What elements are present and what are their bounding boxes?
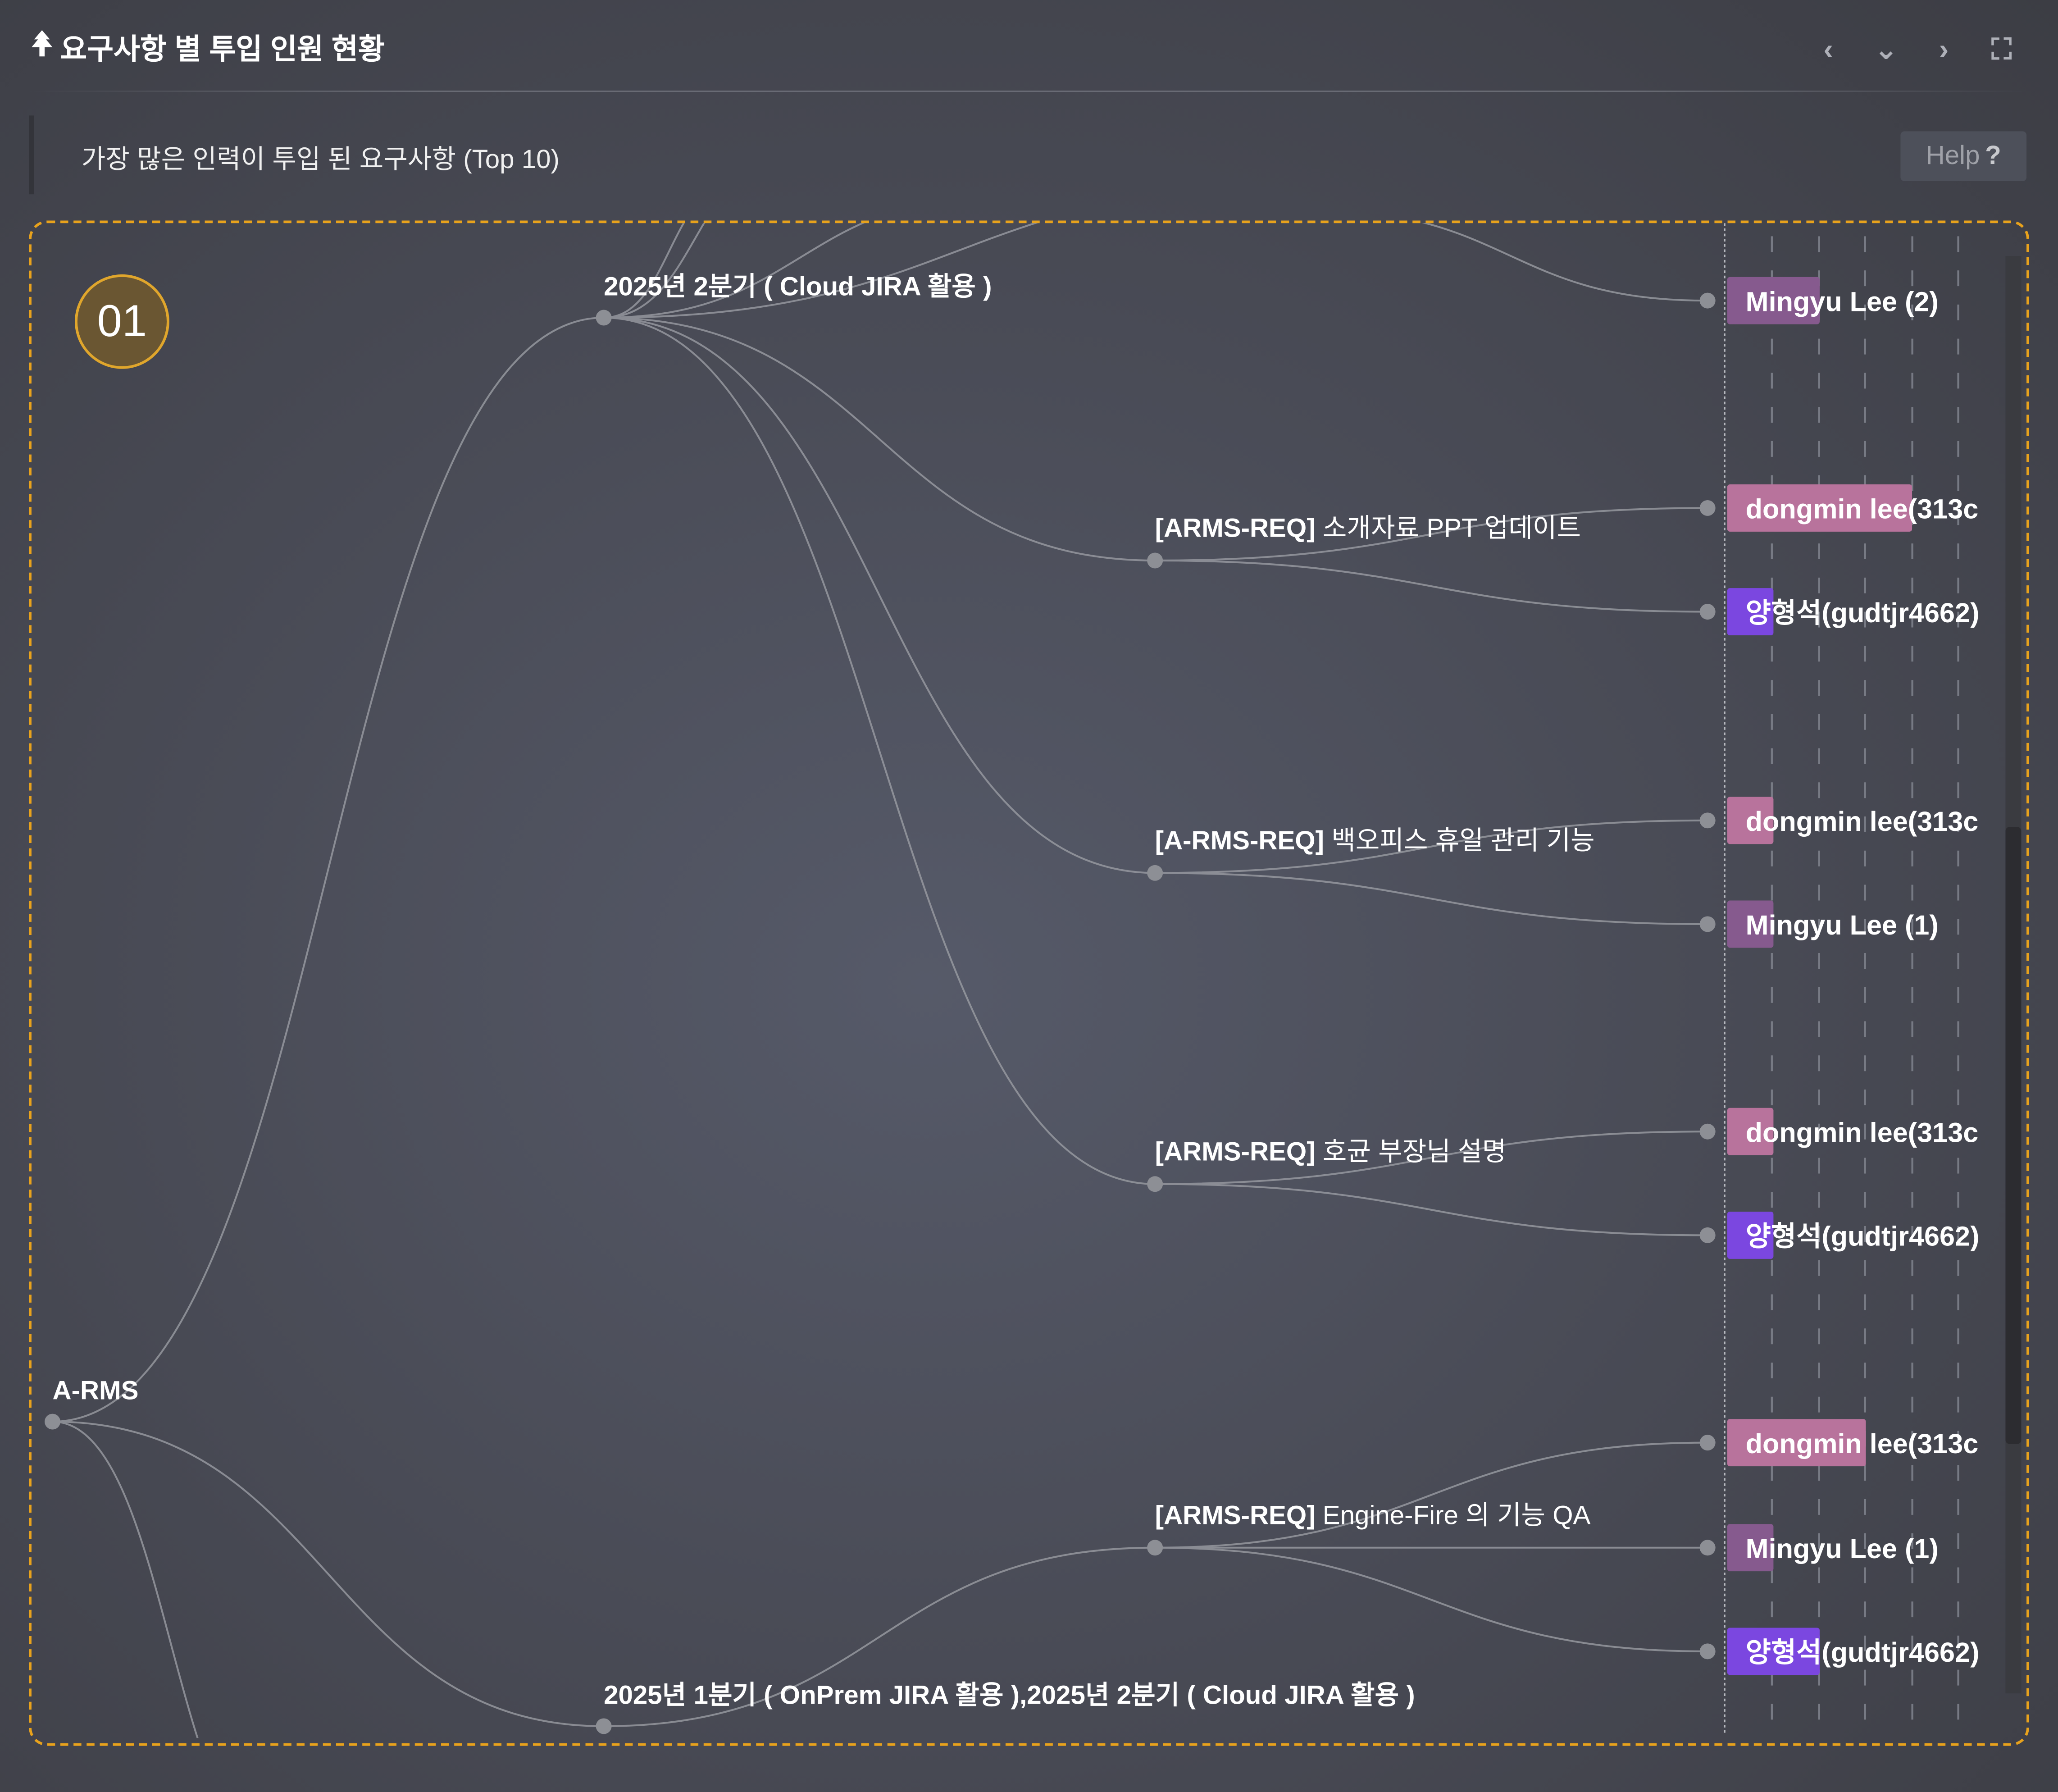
scrollbar[interactable]: [2005, 256, 2022, 1694]
tree-link: [1155, 1546, 1707, 1652]
label-part: [ARMS-REQ]: [1155, 514, 1323, 543]
leaf-label[interactable]: 양형석(gudtjr4662): [1746, 1637, 1980, 1668]
tree-link: [604, 1546, 1155, 1727]
tree-link: [52, 1421, 604, 1727]
leaf-bar: [1727, 1108, 1774, 1155]
tree-link: [52, 1421, 289, 1738]
label-part: 2025년 1분기 ( OnPrem JIRA 활용 ),2025년 2분기 (…: [604, 1680, 1415, 1710]
leaf-node[interactable]: [1699, 1435, 1716, 1451]
tree-link: [1155, 819, 1707, 874]
tree-layer: Mingyu Lee (2) dongmin lee(313c 양형석(gudtjr…: [45, 223, 1980, 1738]
leaf-node[interactable]: [1699, 500, 1716, 516]
subheader: 가장 많은 인력이 투입 된 요구사항 (Top 10) Help ?: [29, 115, 2027, 195]
group-label: 2025년 1분기 ( OnPrem JIRA 활용 ),2025년 2분기 (…: [604, 1680, 1415, 1710]
leaf-label[interactable]: dongmin lee(313c: [1746, 1117, 1979, 1148]
tree-link: [604, 316, 1155, 874]
tree-frame: [29, 220, 2029, 1746]
leaf-bar: [1727, 1524, 1774, 1572]
group-node[interactable]: [596, 310, 612, 326]
leaf-label[interactable]: dongmin lee(313c: [1746, 806, 1979, 837]
divider: [29, 91, 2029, 92]
leaf-node[interactable]: [1699, 916, 1716, 932]
leaf-bar: [1727, 1419, 1866, 1467]
label-part: Engine-Fire 의 기능 QA: [1323, 1500, 1591, 1530]
label-part: 호균 부장님 설명: [1323, 1137, 1506, 1166]
help-label: Help: [1926, 141, 1980, 170]
tree-link: [1155, 872, 1707, 925]
leaf-bar: [1727, 1628, 1820, 1675]
tree-link: [604, 223, 998, 319]
requirement-node[interactable]: [1147, 552, 1163, 569]
tree-link: [52, 316, 604, 1423]
subheader-text: 가장 많은 인력이 투입 된 요구사항 (Top 10): [81, 146, 560, 175]
requirement-label: [ARMS-REQ] Engine-Fire 의 기능 QA: [1155, 1500, 1591, 1530]
label-part: [ARMS-REQ]: [1155, 1500, 1323, 1530]
requirement-label: [ARMS-REQ] 호균 부장님 설명: [1155, 1137, 1507, 1166]
panel-controls: ‹ ⌄ › ⛶: [1811, 32, 2018, 68]
prev-button[interactable]: ‹: [1823, 32, 1833, 66]
leaf-node[interactable]: [1699, 1123, 1716, 1140]
leaf-label[interactable]: 양형석(gudtjr4662): [1746, 1221, 1980, 1252]
leaf-node[interactable]: [1699, 1643, 1716, 1660]
group-label: 2025년 2분기 ( Cloud JIRA 활용 ): [604, 272, 992, 301]
label-part: A-RMS: [53, 1376, 139, 1405]
requirement-node[interactable]: [1147, 1176, 1163, 1192]
collapse-button[interactable]: ⌄: [1874, 32, 1899, 66]
leaf-label[interactable]: Mingyu Lee (1): [1746, 1533, 1939, 1564]
links: [52, 223, 1707, 1738]
requirement-node[interactable]: [1147, 1540, 1163, 1556]
tree-link: [604, 223, 735, 319]
rank-badge: 01: [75, 274, 169, 369]
label-part: [ARMS-REQ]: [1155, 1137, 1323, 1166]
leaf-bar: [1727, 1211, 1774, 1259]
leaf-node[interactable]: [1699, 604, 1716, 620]
leaf-labels: Mingyu Lee (2) dongmin lee(313c 양형석(gudtjr…: [1727, 277, 1980, 1675]
panel-title: 요구사항 별 투입 인원 현황: [29, 26, 385, 68]
leaf-bar: [1727, 797, 1774, 844]
question-icon: ?: [1985, 141, 2001, 170]
leaf-label[interactable]: Mingyu Lee (2): [1746, 286, 1939, 317]
tree-link: [604, 223, 1313, 319]
scrollbar-thumb[interactable]: [2005, 827, 2022, 1444]
leaf-label[interactable]: Mingyu Lee (1): [1746, 910, 1939, 940]
fullscreen-button[interactable]: ⛶: [1991, 32, 2012, 66]
leaf-bar: [1727, 588, 1774, 636]
leaf-node[interactable]: [1699, 812, 1716, 829]
help-button[interactable]: Help ?: [1900, 131, 2027, 182]
label-part: [A-RMS-REQ]: [1155, 826, 1332, 855]
leaf-node[interactable]: [1699, 1227, 1716, 1243]
tree-link: [604, 316, 1155, 562]
leaf-label[interactable]: 양형석(gudtjr4662): [1746, 597, 1980, 628]
leaf-bar: [1727, 900, 1774, 948]
leaf-bar: [1727, 277, 1820, 324]
tree-link: [604, 316, 1155, 1185]
tree-link: [1155, 1131, 1707, 1185]
label-part: 소개자료 PPT 업데이트: [1323, 514, 1581, 543]
tree-icon: [29, 29, 55, 66]
tree-link: [1312, 223, 1707, 302]
next-button[interactable]: ›: [1939, 32, 1949, 66]
root-label: A-RMS: [53, 1376, 139, 1405]
leaf-node[interactable]: [1699, 292, 1716, 309]
panel-title-text: 요구사항 별 투입 인원 현황: [60, 32, 385, 66]
leaf-bar: [1727, 484, 1912, 532]
leaf-node[interactable]: [1699, 1540, 1716, 1556]
tree-link: [604, 223, 788, 319]
tree-link: [1155, 507, 1707, 562]
requirement-node[interactable]: [1147, 865, 1163, 881]
requirement-label: [A-RMS-REQ] 백오피스 휴일 관리 기능: [1155, 826, 1595, 855]
group-node[interactable]: [596, 1718, 612, 1734]
label-part: 2025년 2분기 ( Cloud JIRA 활용 ): [604, 272, 992, 301]
leaf-label[interactable]: dongmin lee(313c: [1746, 494, 1979, 524]
root-node[interactable]: [45, 1414, 61, 1430]
tree-link: [1155, 559, 1707, 613]
requirement-label: [ARMS-REQ] 소개자료 PPT 업데이트: [1155, 514, 1581, 543]
tree-link: [1155, 1183, 1707, 1236]
leaf-label[interactable]: dongmin lee(313c: [1746, 1428, 1979, 1459]
tree-link: [1155, 1441, 1707, 1549]
label-part: 백오피스 휴일 관리 기능: [1331, 826, 1594, 855]
